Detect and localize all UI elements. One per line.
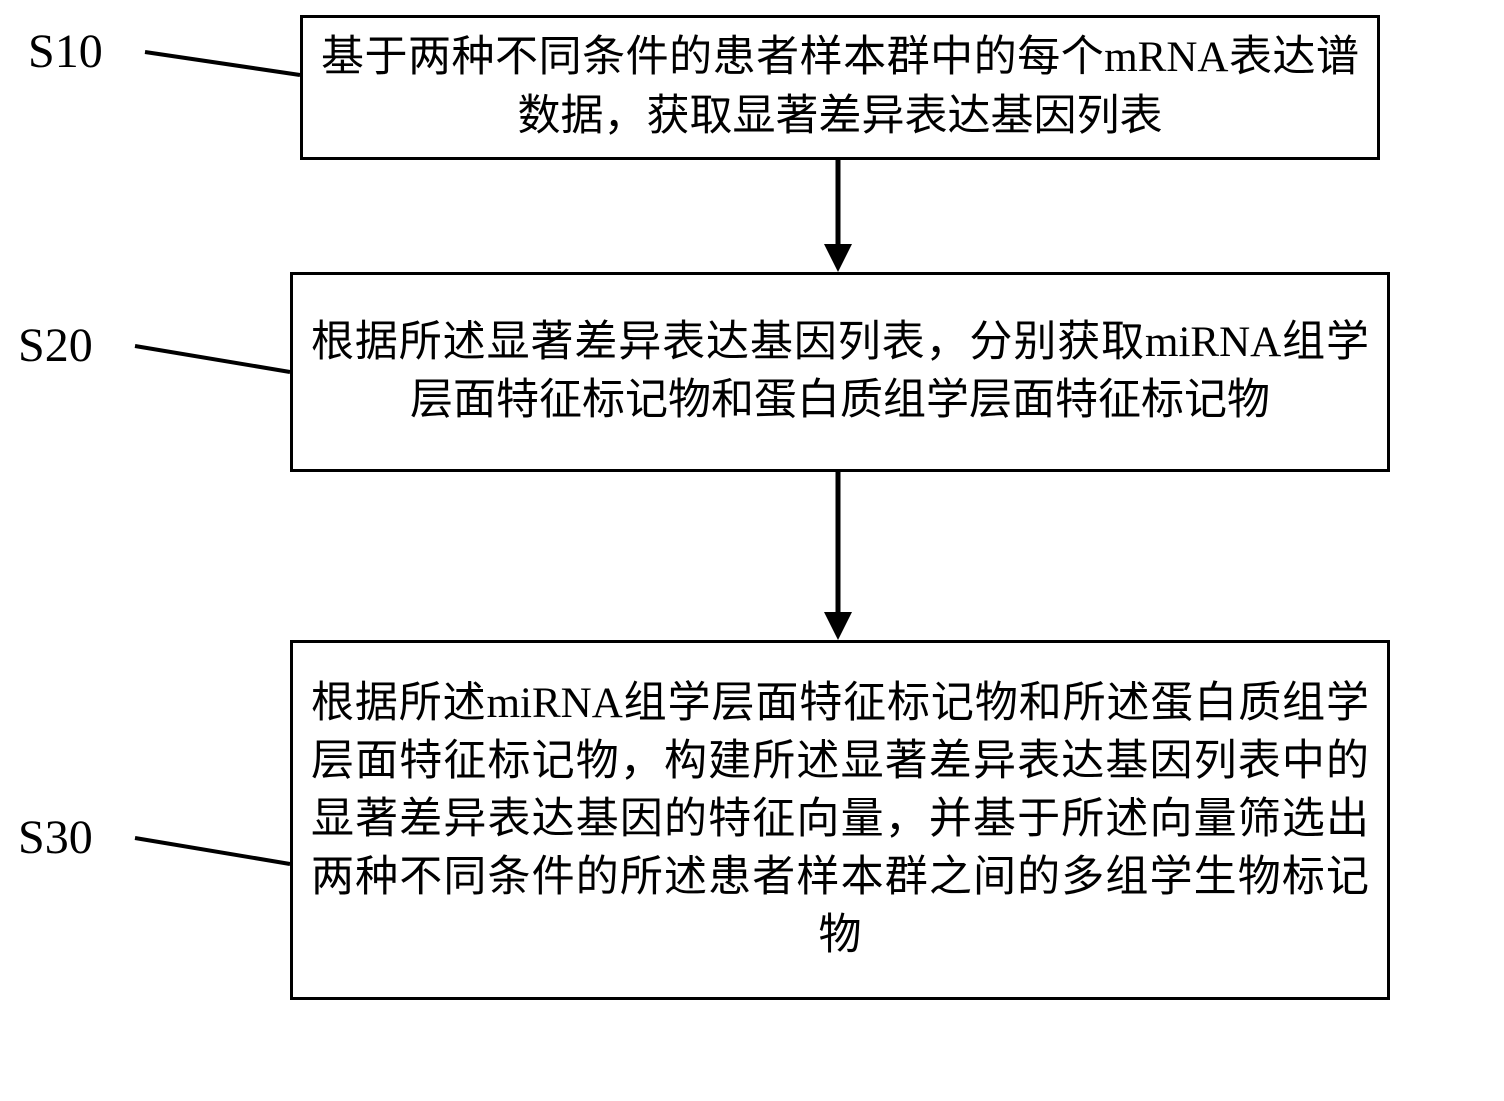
step-label-s30: S30 (18, 810, 93, 865)
flowchart-container: S10 基于两种不同条件的患者样本群中的每个mRNA表达谱数据，获取显著差异表达… (0, 0, 1504, 1101)
step-text-s20: 根据所述显著差异表达基因列表，分别获取miRNA组学层面特征标记物和蛋白质组学层… (311, 314, 1369, 430)
step-text-s30: 根据所述miRNA组学层面特征标记物和所述蛋白质组学层面特征标记物，构建所述显著… (311, 675, 1369, 965)
step-box-s10: 基于两种不同条件的患者样本群中的每个mRNA表达谱数据，获取显著差异表达基因列表 (300, 15, 1380, 160)
step-box-s30: 根据所述miRNA组学层面特征标记物和所述蛋白质组学层面特征标记物，构建所述显著… (290, 640, 1390, 1000)
step-text-s10: 基于两种不同条件的患者样本群中的每个mRNA表达谱数据，获取显著差异表达基因列表 (321, 29, 1359, 145)
step-box-s20: 根据所述显著差异表达基因列表，分别获取miRNA组学层面特征标记物和蛋白质组学层… (290, 272, 1390, 472)
step-label-s20: S20 (18, 318, 93, 373)
step-label-s10: S10 (28, 24, 103, 79)
